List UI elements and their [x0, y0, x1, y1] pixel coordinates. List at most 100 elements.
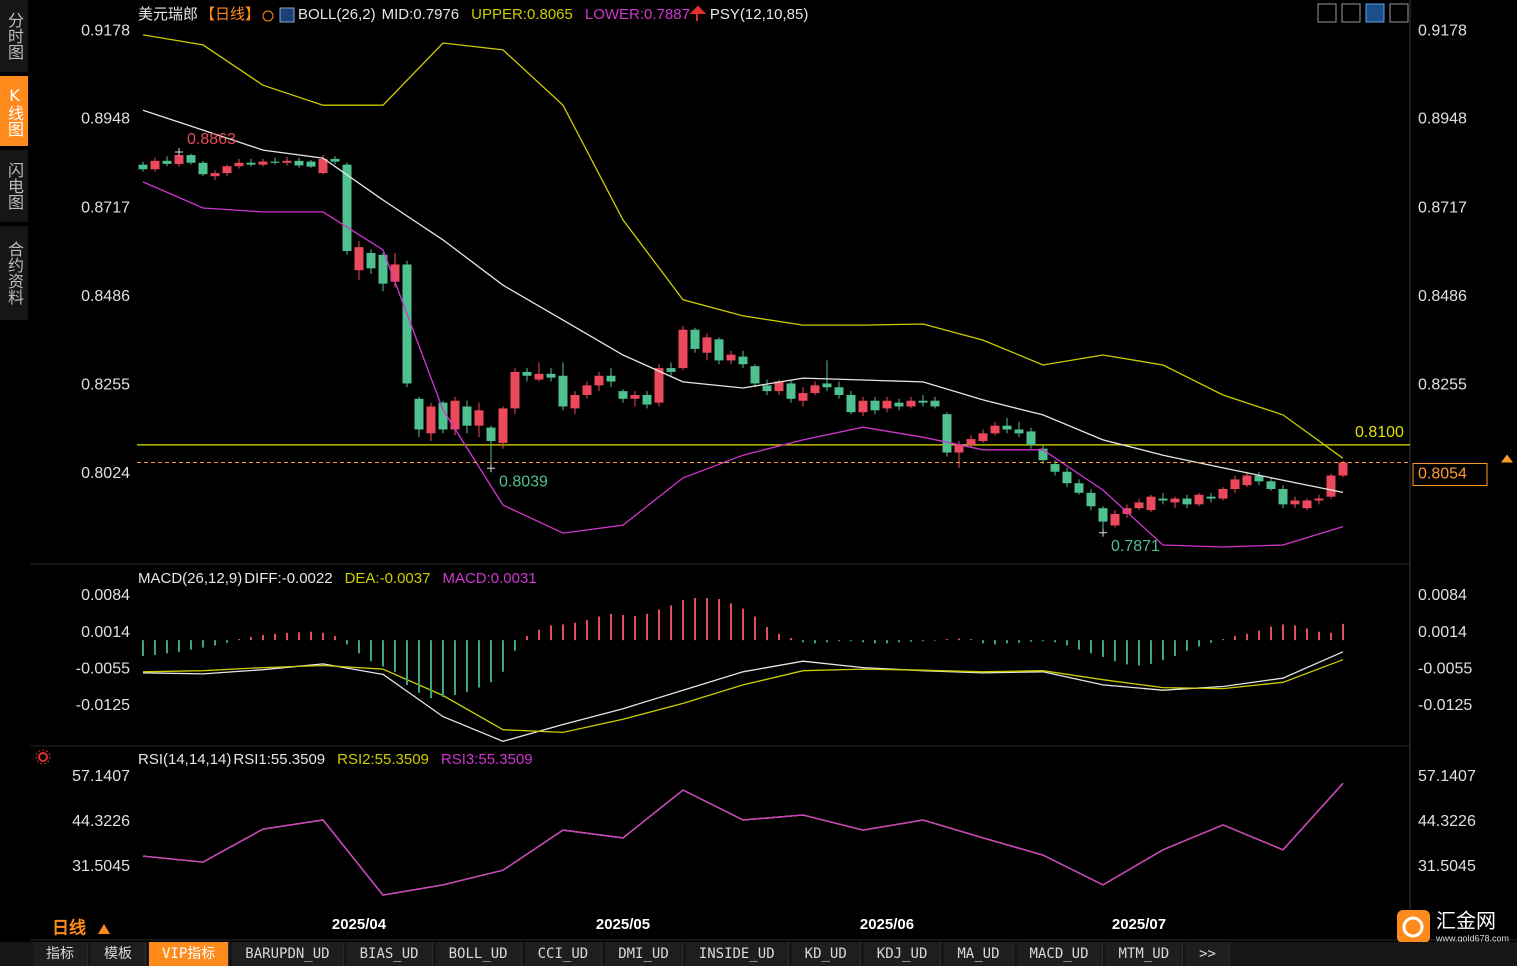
candle-body — [882, 400, 892, 409]
y-tick-label: 31.5045 — [72, 858, 130, 875]
y-tick-label: 44.3226 — [72, 813, 130, 830]
macd-bar — [694, 598, 696, 641]
indicator-tab[interactable]: KDJ_UD — [863, 942, 942, 966]
indicator-tab[interactable]: BARUPDN_UD — [232, 942, 344, 966]
y-tick-label: 0.8717 — [81, 199, 130, 216]
candle-body — [534, 373, 544, 380]
macd-bar — [202, 640, 204, 648]
macd-bar — [1306, 628, 1308, 641]
candle-body — [810, 385, 820, 394]
sidebar-tab[interactable]: K线图 — [0, 76, 28, 148]
macd-bar — [178, 640, 180, 652]
candle-body — [282, 160, 292, 163]
y-tick-label-right: 0.9178 — [1418, 22, 1467, 39]
macd-bar — [730, 603, 732, 641]
indicator-tab[interactable]: MA_UD — [944, 942, 1014, 966]
candle-body — [342, 164, 352, 252]
indicator-tab[interactable]: BIAS_UD — [346, 942, 433, 966]
candle-body — [486, 427, 496, 442]
period-label[interactable]: 日线 — [52, 917, 86, 937]
toolbar-button[interactable] — [1389, 3, 1409, 23]
macd-bar — [226, 640, 228, 643]
toolbar-button[interactable] — [1365, 3, 1385, 23]
indicator-tab[interactable]: >> — [1186, 942, 1230, 966]
macd-bar — [346, 640, 348, 645]
candle-body — [1206, 496, 1216, 499]
logo-icon — [1397, 910, 1430, 943]
macd-bar — [430, 640, 432, 699]
candle-body — [930, 400, 940, 407]
macd-bar — [1210, 640, 1212, 643]
x-tick-label: 2025/05 — [596, 916, 650, 933]
macd-bar — [298, 632, 300, 641]
macd-bar — [670, 605, 672, 641]
candle-body — [1110, 513, 1120, 526]
macd-bar — [454, 640, 456, 695]
macd-bar — [394, 640, 396, 672]
indicator-tab[interactable]: 模板 — [91, 942, 146, 966]
legend-entry: MID:0.7976 — [382, 6, 460, 23]
extreme-label: 0.8863 — [187, 131, 236, 148]
y-tick-label-right: 0.8948 — [1418, 111, 1467, 128]
candle-body — [1050, 464, 1060, 472]
toolbar-button[interactable] — [1341, 3, 1361, 23]
candle-body — [954, 444, 964, 453]
macd-bar — [1006, 640, 1008, 644]
macd-bar — [946, 639, 948, 641]
macd-bar — [1258, 630, 1260, 641]
candle-body — [1062, 471, 1072, 484]
period-arrow[interactable] — [98, 924, 110, 934]
sidebar-tab[interactable]: 分时图 — [0, 0, 28, 74]
sidebar-tab[interactable]: 合约资料 — [0, 226, 28, 322]
indicator-tab[interactable]: CCI_UD — [524, 942, 603, 966]
indicator-tab[interactable]: INSIDE_UD — [685, 942, 789, 966]
macd-bar — [898, 640, 900, 643]
macd-bar — [646, 613, 648, 641]
indicator-tab[interactable]: BOLL_UD — [435, 942, 522, 966]
candle-body — [270, 161, 280, 163]
candle-body — [714, 339, 724, 361]
candle-body — [570, 394, 580, 409]
indicator-tab[interactable]: DMI_UD — [605, 942, 683, 966]
indicator-line — [142, 659, 1344, 734]
macd-bar — [1042, 640, 1044, 642]
macd-bar — [754, 616, 756, 641]
candle-body — [1278, 488, 1288, 505]
candle-body — [162, 160, 172, 164]
macd-bar — [442, 640, 444, 698]
macd-bar — [214, 640, 216, 646]
y-tick-label: 0.8024 — [81, 465, 130, 482]
candle-body — [1086, 492, 1096, 507]
indicator-tab[interactable]: KD_UD — [791, 942, 861, 966]
last-price-arrow — [1501, 454, 1513, 463]
legend-entry: RSI1:55.3509 — [233, 751, 325, 768]
candle-body — [762, 385, 772, 392]
settings-icon — [262, 10, 274, 22]
candle-body — [870, 400, 880, 411]
macd-bar — [706, 598, 708, 641]
indicator-tab[interactable]: MACD_UD — [1016, 942, 1103, 966]
y-tick-label-right: 0.0084 — [1418, 587, 1467, 604]
macd-bar — [262, 634, 264, 641]
macd-bar — [334, 635, 336, 641]
macd-bar — [658, 609, 660, 641]
indicator-tab[interactable]: 指标 — [33, 942, 88, 966]
x-tick-label: 2025/06 — [860, 916, 914, 933]
sidebar: 分时图 K线图 闪电图 合约资料 — [0, 0, 29, 322]
candle-body — [1230, 479, 1240, 489]
candle-body — [1122, 508, 1132, 514]
macd-bar — [274, 633, 276, 641]
indicator-tab[interactable]: MTM_UD — [1105, 942, 1184, 966]
sidebar-tab[interactable]: 闪电图 — [0, 150, 28, 224]
candle-body — [330, 158, 340, 162]
candle-body — [366, 252, 376, 269]
indicator-name: BOLL(26,2) — [298, 6, 376, 23]
candle-body — [918, 400, 928, 403]
x-tick-label: 2025/04 — [332, 916, 387, 933]
last-price-box — [1412, 463, 1488, 487]
y-tick-label-right: 57.1407 — [1418, 768, 1476, 785]
indicator-tab[interactable]: VIP指标 — [149, 942, 230, 966]
toolbar-button[interactable] — [1317, 3, 1337, 23]
candle-body — [438, 402, 448, 430]
macd-bar — [1234, 635, 1236, 641]
